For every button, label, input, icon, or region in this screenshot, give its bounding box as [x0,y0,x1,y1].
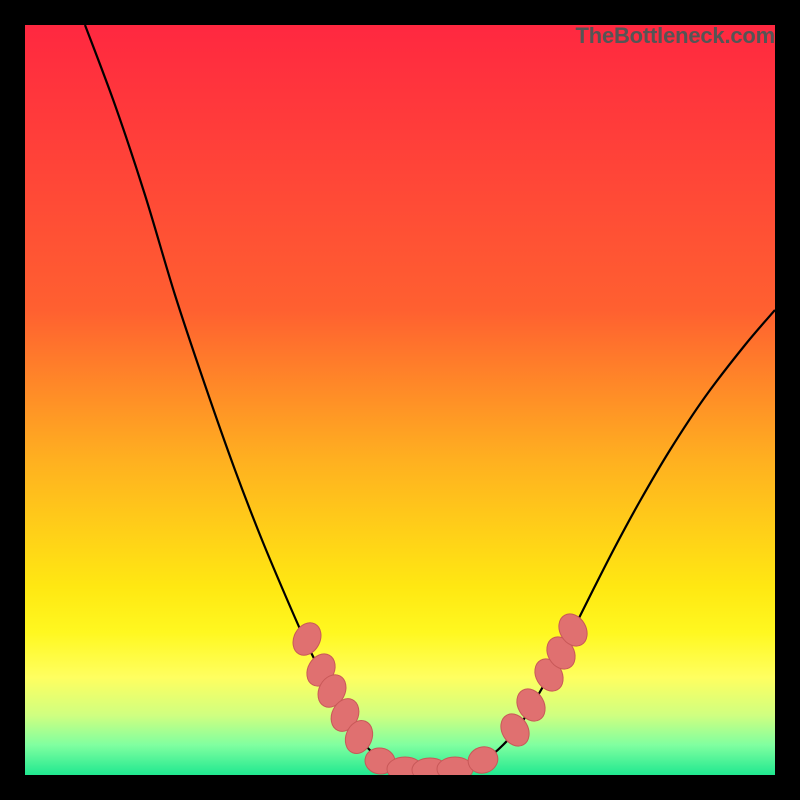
bottleneck-curve [25,25,775,775]
plot-area: TheBottleneck.com [25,25,775,775]
curve-marker [288,618,327,660]
chart-frame: TheBottleneck.com [0,0,800,800]
curve-marker [437,757,473,775]
